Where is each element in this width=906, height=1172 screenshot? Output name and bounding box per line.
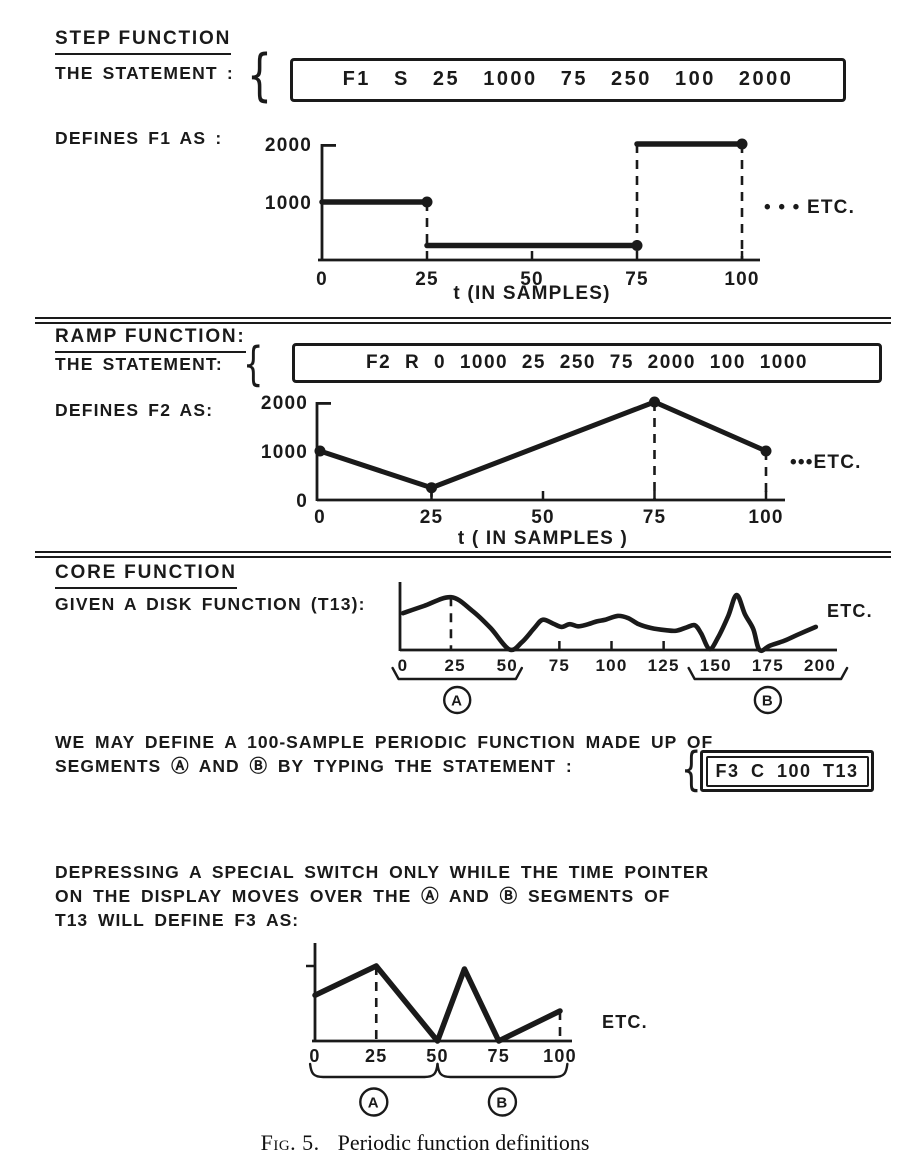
svg-text:t (IN SAMPLES): t (IN SAMPLES)	[453, 283, 610, 304]
switch-text-line1: DEPRESSING A SPECIAL SWITCH ONLY WHILE T…	[55, 862, 710, 882]
svg-text:1000: 1000	[261, 442, 308, 463]
svg-text:100: 100	[596, 656, 628, 675]
step-statement-brace: {	[247, 43, 272, 108]
svg-text:25: 25	[420, 507, 444, 528]
svg-text:50: 50	[531, 507, 555, 528]
core-function-heading: CORE FUNCTION	[55, 562, 237, 589]
step-statement-label: THE STATEMENT :	[55, 63, 234, 83]
periodic-text-line1: WE MAY DEFINE A 100-SAMPLE PERIODIC FUNC…	[55, 732, 714, 752]
svg-text:B: B	[762, 693, 774, 710]
switch-text-line2: ON THE DISPLAY MOVES OVER THE Ⓐ AND Ⓑ SE…	[55, 886, 671, 906]
svg-text:100: 100	[543, 1046, 577, 1066]
step-function-chart: 0 25 50 75 100 2000 1000 t (IN SAMPLES) • • • ET…	[265, 135, 855, 304]
svg-text:50: 50	[520, 269, 544, 290]
ramp-function-chart: 0 25 50 75 100 2000 1000 0 t ( IN SAMPLES ) •••ET…	[261, 393, 862, 549]
periodic-text-line2: SEGMENTS Ⓐ AND Ⓑ BY TYPING THE STATEMENT…	[55, 756, 573, 776]
figure-caption: Fig. 5. Periodic function definitions	[0, 1130, 850, 1156]
core-statement-box: F3 C 100 T13	[700, 750, 875, 792]
disk-function-label: GIVEN A DISK FUNCTION (T13):	[55, 594, 366, 614]
svg-text:200: 200	[804, 656, 836, 675]
ramp-defines-label: DEFINES F2 AS:	[55, 400, 214, 420]
section-divider	[35, 317, 891, 324]
step-defines-label: DEFINES F1 AS :	[55, 128, 223, 148]
svg-text:100: 100	[748, 507, 783, 528]
ramp-statement-box: F2 R 0 1000 25 250 75 2000 100 1000	[292, 343, 882, 383]
switch-text-line3: T13 WILL DEFINE F3 AS:	[55, 910, 300, 930]
svg-text:175: 175	[752, 656, 784, 675]
svg-text:ETC.: ETC.	[827, 601, 873, 621]
svg-text:50: 50	[497, 656, 518, 675]
svg-text:75: 75	[549, 656, 570, 675]
svg-text:0: 0	[314, 507, 326, 528]
ramp-function-heading: RAMP FUNCTION:	[55, 326, 246, 353]
svg-text:0: 0	[309, 1046, 320, 1066]
svg-text:25: 25	[365, 1046, 387, 1066]
svg-text:t ( IN SAMPLES ): t ( IN SAMPLES )	[458, 528, 628, 549]
svg-text:150: 150	[700, 656, 732, 675]
svg-text:1000: 1000	[265, 193, 312, 214]
svg-text:0: 0	[398, 656, 409, 675]
svg-text:A: A	[451, 693, 463, 710]
step-function-heading: STEP FUNCTION	[55, 28, 232, 55]
svg-text:B: B	[496, 1095, 508, 1112]
svg-text:2000: 2000	[261, 393, 308, 414]
svg-text:0: 0	[296, 491, 308, 512]
svg-text:125: 125	[648, 656, 680, 675]
svg-text:0: 0	[316, 269, 328, 290]
caption-fig-label: Fig. 5.	[260, 1130, 320, 1155]
disk-function-chart: 0 25 50 75 100 125 150 175 200 A B ETC.	[391, 582, 873, 715]
core-statement-text: F3 C 100 T13	[705, 755, 869, 787]
ramp-statement-label: THE STATEMENT:	[55, 354, 223, 374]
svg-text:A: A	[368, 1095, 380, 1112]
svg-text:25: 25	[415, 269, 439, 290]
svg-text:75: 75	[625, 269, 649, 290]
svg-text:100: 100	[724, 269, 759, 290]
svg-text:75: 75	[488, 1046, 510, 1066]
step-statement-box: F1 S 25 1000 75 250 100 2000	[290, 58, 846, 102]
f3-function-chart: 0 25 50 75 100 A B ETC.	[306, 943, 648, 1117]
svg-text:• • • ETC.: • • • ETC.	[764, 197, 855, 218]
svg-text:•••ETC.: •••ETC.	[790, 452, 862, 473]
svg-text:50: 50	[426, 1046, 448, 1066]
core-statement-brace: {	[681, 742, 702, 796]
svg-text:25: 25	[444, 656, 465, 675]
svg-text:75: 75	[643, 507, 667, 528]
section-divider	[35, 551, 891, 558]
caption-text: Periodic function definitions	[337, 1130, 590, 1155]
svg-text:ETC.: ETC.	[602, 1012, 648, 1032]
ramp-statement-brace: {	[243, 337, 264, 391]
svg-text:2000: 2000	[265, 135, 312, 156]
